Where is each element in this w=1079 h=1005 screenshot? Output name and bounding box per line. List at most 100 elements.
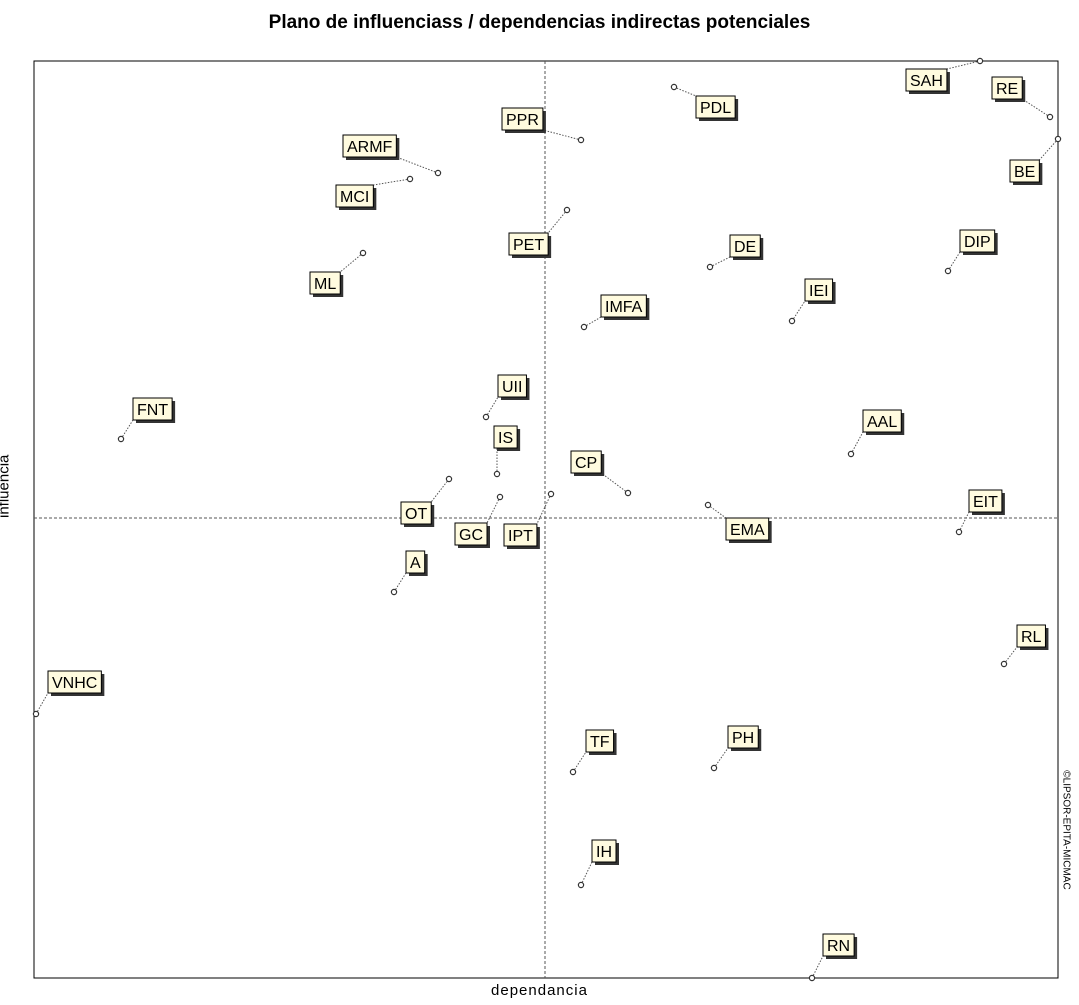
leader-line — [707, 504, 727, 519]
leader-line — [1021, 98, 1051, 118]
label-box — [725, 517, 770, 541]
leader-line — [430, 478, 450, 503]
leader-line — [600, 472, 629, 494]
point-label-is: IS — [498, 430, 513, 447]
leader-line — [791, 300, 806, 322]
label-box — [309, 271, 341, 295]
point-label-sah: SAH — [910, 73, 943, 90]
data-point-ema — [704, 501, 712, 509]
data-point-rn — [808, 974, 816, 982]
point-label-imfa: IMFA — [605, 299, 643, 316]
label-box — [335, 184, 374, 208]
label-box — [454, 522, 488, 546]
label-box — [991, 76, 1023, 100]
data-point-be — [1054, 135, 1062, 143]
label-box — [968, 489, 1003, 513]
point-label-be: BE — [1014, 164, 1035, 181]
label-box — [959, 229, 996, 253]
point-label-a: A — [410, 555, 421, 572]
data-point-eit — [955, 528, 963, 536]
data-point-ih — [577, 881, 585, 889]
data-point-ppr — [577, 136, 585, 144]
data-point-pdl — [670, 83, 678, 91]
label-box — [342, 134, 397, 158]
data-point-ml — [359, 249, 367, 257]
data-point-mci — [406, 175, 414, 183]
data-point-imfa — [580, 323, 588, 331]
label-box — [862, 409, 902, 433]
leader-line — [946, 60, 981, 70]
label-box — [497, 374, 527, 398]
data-point-cp — [624, 489, 632, 497]
point-label-ipt: IPT — [508, 528, 533, 545]
point-label-fnt: FNT — [137, 402, 168, 419]
point-label-gc: GC — [459, 527, 483, 544]
label-box — [822, 933, 855, 957]
leader-line — [947, 251, 961, 272]
label-box — [503, 523, 538, 547]
leader-line — [1003, 646, 1018, 665]
label-box — [1016, 624, 1046, 648]
label-box — [132, 397, 173, 421]
point-label-ot: OT — [405, 506, 427, 523]
point-label-eit: EIT — [973, 494, 998, 511]
leader-line — [393, 572, 407, 593]
leader-line — [339, 252, 364, 273]
label-box — [585, 729, 615, 753]
point-label-pdl: PDL — [700, 100, 731, 117]
leader-line — [1038, 138, 1059, 161]
label-box — [400, 501, 432, 525]
point-label-cp: CP — [575, 455, 597, 472]
data-point-pet — [563, 206, 571, 214]
leader-line — [572, 751, 587, 773]
data-point-ot — [445, 475, 453, 483]
label-box — [727, 725, 759, 749]
point-label-aal: AAL — [867, 414, 897, 431]
data-point-sah — [976, 57, 984, 65]
watermark-text: ©LIPSOR-EPITA-MICMAC — [1060, 770, 1072, 890]
leader-line — [120, 419, 134, 440]
data-point-aal — [847, 450, 855, 458]
data-point-dip — [944, 267, 952, 275]
label-box — [591, 839, 617, 863]
label-box — [47, 670, 102, 694]
point-label-ema: EMA — [730, 522, 765, 539]
leader-line — [583, 316, 602, 328]
leader-line — [713, 747, 729, 769]
leader-line — [673, 86, 697, 97]
leader-line — [486, 496, 501, 524]
point-label-tf: TF — [590, 734, 610, 751]
point-label-armf: ARMF — [347, 139, 393, 156]
data-point-a — [390, 588, 398, 596]
point-label-mci: MCI — [340, 189, 369, 206]
point-label-iei: IEI — [809, 283, 829, 300]
leader-line — [373, 178, 411, 186]
leader-line — [485, 396, 499, 418]
label-box — [695, 95, 736, 119]
label-box — [729, 234, 761, 258]
plot-frame — [33, 60, 1059, 979]
point-label-uii: UII — [502, 379, 522, 396]
point-label-de: DE — [734, 239, 756, 256]
data-point-iei — [788, 317, 796, 325]
leader-line — [536, 493, 552, 525]
label-box — [570, 450, 602, 474]
label-box — [405, 550, 426, 574]
data-point-re — [1046, 113, 1054, 121]
point-label-ml: ML — [314, 276, 336, 293]
chart-title: Plano de influenciass / dependencias ind… — [268, 12, 811, 33]
leader-line — [580, 861, 593, 886]
data-point-ph — [710, 764, 718, 772]
point-label-rn: RN — [827, 938, 850, 955]
point-label-ppr: PPR — [506, 112, 539, 129]
y-axis-label: influencia — [0, 454, 13, 518]
label-box — [508, 232, 549, 256]
data-point-rl — [1000, 660, 1008, 668]
leader-line — [958, 511, 970, 533]
point-label-re: RE — [996, 81, 1018, 98]
label-box — [600, 294, 647, 318]
point-label-vnhc: VNHC — [52, 675, 97, 692]
leader-line — [850, 431, 864, 455]
label-box — [905, 68, 948, 92]
